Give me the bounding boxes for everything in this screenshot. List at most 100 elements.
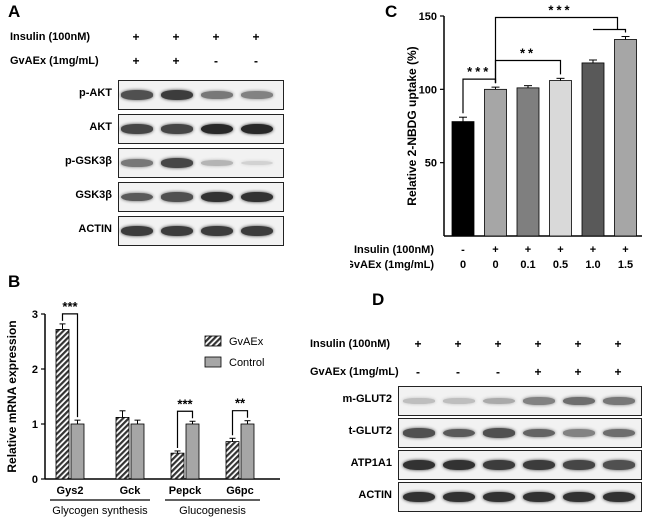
blot-band [563,491,595,503]
condition-value: 0.5 [553,259,568,271]
blot-band [241,91,273,99]
y-tick-label: 1 [32,419,38,431]
blot-band [603,428,635,438]
panel-letter-c: C [385,2,398,21]
blot-band [161,158,193,168]
bar [451,121,475,237]
blot-band [443,398,475,404]
legend-swatch [204,335,222,347]
condition-value: 0.1 [520,259,535,271]
blot-band [443,459,475,471]
condition-value: 1.5 [618,259,633,271]
panel-a: Insulin (100nM) + + + + GvAEx (1mg/mL) + + - - p-A… [0,0,290,270]
condition-sign: + [132,54,140,68]
blot-band [523,428,555,438]
blot-band [201,191,233,203]
condition-value: + [590,244,596,256]
significance-bracket [176,410,194,448]
significance-label: ** [235,396,246,411]
blot-band [201,91,233,99]
panel-letter-d: D [372,290,385,309]
bar [549,80,572,237]
condition-sign: - [496,365,500,379]
blot-band [563,429,595,437]
blot-band [121,226,153,236]
blot-label: m-GLUT2 [342,393,393,405]
significance-bracket [494,59,562,84]
blot-band [523,460,555,470]
condition-sign: + [534,337,542,351]
blot-band [121,159,153,167]
blot-strip [118,182,284,212]
blot-band [603,460,635,470]
condition-sign: + [534,365,542,379]
significance-bracket [61,313,79,418]
bar [581,62,605,237]
panel-letter-b: B [8,272,21,291]
legend-label: GvAEx [229,336,264,348]
blot-band [161,90,193,100]
blot-strip [118,114,284,144]
y-tick-label: 3 [32,309,38,321]
blot-band [403,459,435,471]
blot-band [483,491,515,503]
condition-sign: - [456,365,460,379]
significance-label: *** [548,2,572,17]
bar [240,423,255,480]
y-tick-label: 150 [419,11,437,23]
condition-value: + [557,244,563,256]
bar [70,423,85,480]
blot-band [563,460,595,470]
blot-band [523,397,555,405]
condition-sign: + [252,30,260,44]
condition-sign: + [172,30,180,44]
blot-strip [118,148,284,178]
condition-label: Insulin (100nM) [310,338,391,350]
condition-label: GvAEx (1mg/mL) [310,366,399,378]
blot-label: GSK3β [75,189,112,201]
significance-label: *** [467,64,491,79]
blot-band [241,191,273,203]
blot-band [403,428,435,438]
blot-band [603,491,635,503]
blot-strip [118,216,284,246]
blot-strip [398,386,642,416]
condition-value: 0 [492,259,498,271]
blot-label: ACTIN [78,223,112,235]
blot-band [161,124,193,134]
blot-band [241,123,273,135]
y-axis-label: Relative 2-NBDG uptake (%) [405,46,419,205]
condition-value: + [622,244,628,256]
bar [185,423,200,480]
blot-label: p-GSK3β [64,155,112,167]
blot-band [161,192,193,202]
blot-strip [398,450,642,480]
blot-band [121,192,153,202]
bar [484,88,507,237]
blot-band [201,226,233,236]
x-tick-label: Gck [120,485,142,497]
bar [55,329,70,480]
blot-band [483,428,515,438]
blot-band [603,397,635,405]
condition-value: 1.0 [585,259,600,271]
condition-sign: - [214,54,218,68]
condition-label: GvAEx (1mg/mL) [350,259,434,271]
x-tick-label: Gys2 [57,485,84,497]
blot-band [403,398,435,404]
blot-strip [118,80,284,110]
significance-bracket [494,16,627,84]
blot-label: ACTIN [358,489,392,501]
blot-band [443,491,475,503]
condition-sign: - [416,365,420,379]
y-tick-label: 50 [425,158,437,170]
group-label: Glucogenesis [179,505,246,517]
bar [516,87,540,237]
bar [130,423,145,480]
y-tick-label: 0 [32,474,38,486]
condition-sign: + [574,365,582,379]
condition-sign: + [574,337,582,351]
condition-sign: + [414,337,422,351]
condition-sign: + [614,365,622,379]
panel-letter-a: A [8,2,21,21]
